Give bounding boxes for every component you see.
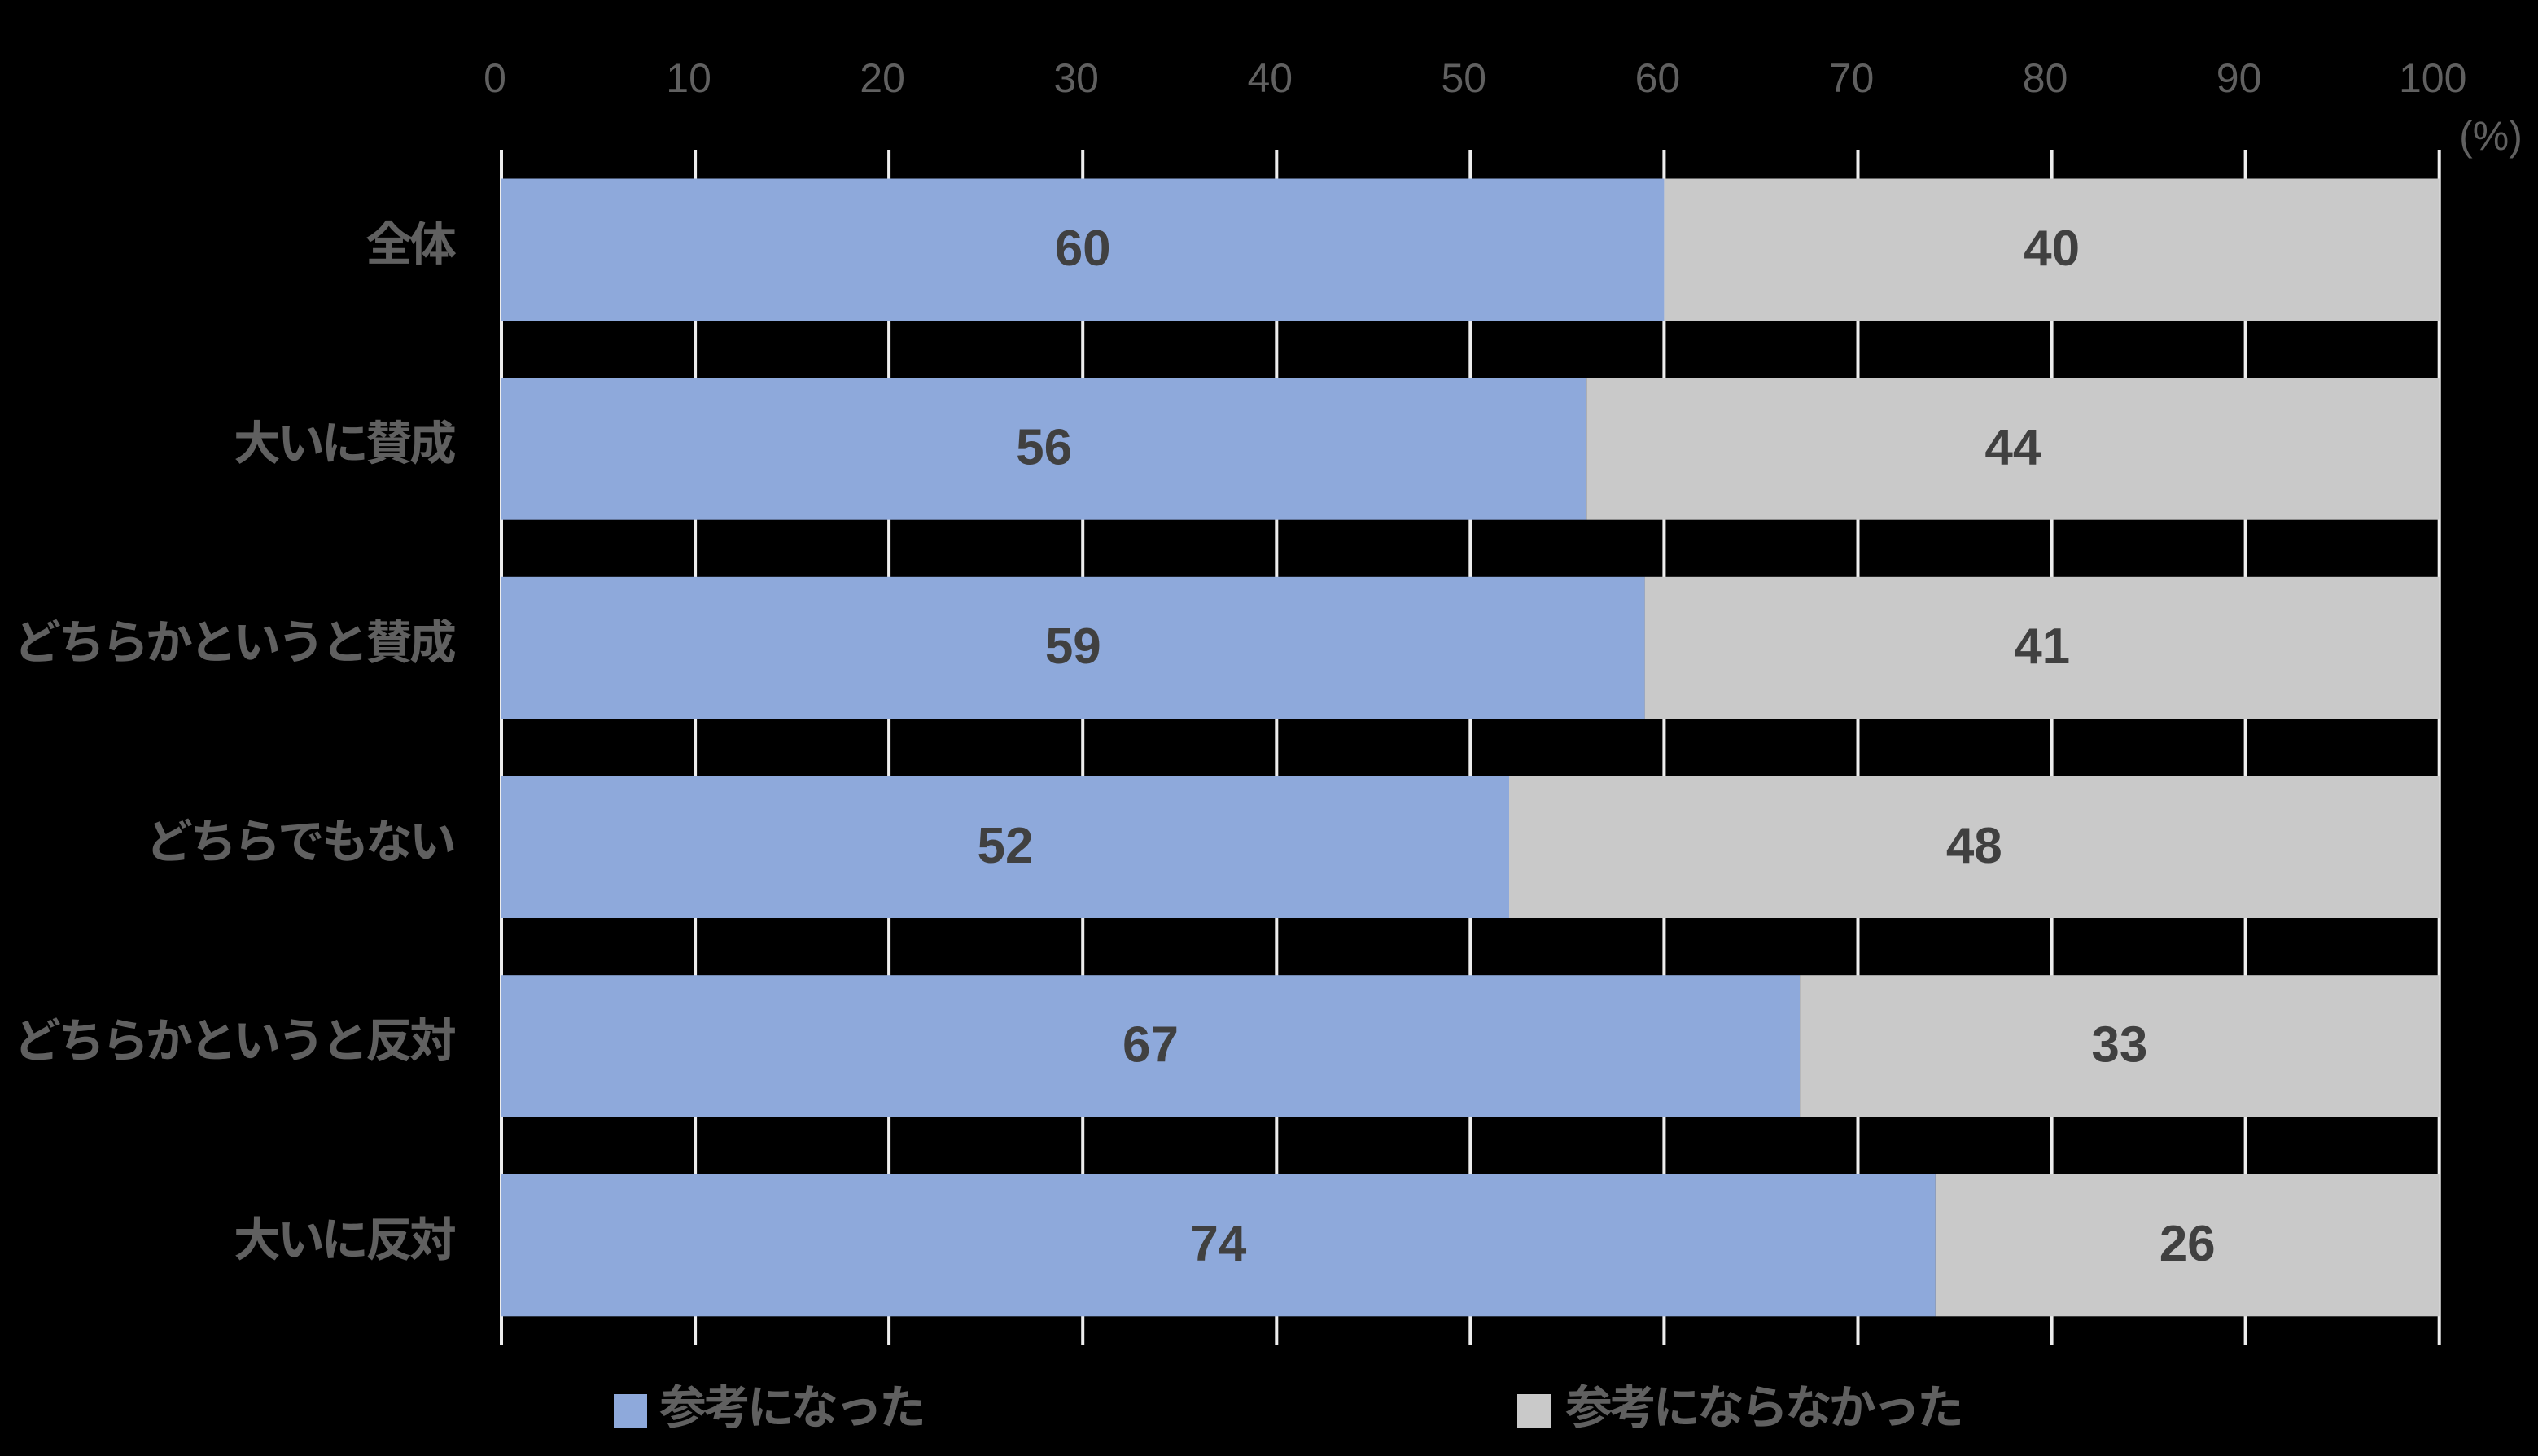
svg-text:26: 26 <box>2159 1216 2216 1272</box>
svg-text:41: 41 <box>2014 619 2070 675</box>
svg-text:74: 74 <box>1190 1216 1246 1272</box>
svg-text:33: 33 <box>2091 1017 2147 1073</box>
svg-text:40: 40 <box>2024 221 2080 277</box>
svg-text:10: 10 <box>666 55 711 101</box>
svg-text:60: 60 <box>1055 221 1111 277</box>
svg-text:56: 56 <box>1016 420 1072 476</box>
svg-text:(%): (%) <box>2459 113 2523 159</box>
svg-text:48: 48 <box>1946 818 2002 874</box>
svg-text:44: 44 <box>1984 420 2041 476</box>
svg-text:20: 20 <box>860 55 905 101</box>
svg-text:67: 67 <box>1122 1017 1179 1073</box>
svg-text:59: 59 <box>1045 619 1101 675</box>
svg-text:80: 80 <box>2023 55 2068 101</box>
svg-text:60: 60 <box>1635 55 1681 101</box>
svg-text:40: 40 <box>1247 55 1293 101</box>
svg-text:100: 100 <box>2399 55 2466 101</box>
svg-text:0: 0 <box>484 55 506 101</box>
svg-text:50: 50 <box>1441 55 1486 101</box>
svg-text:52: 52 <box>978 818 1034 874</box>
svg-text:90: 90 <box>2216 55 2262 101</box>
svg-text:70: 70 <box>1829 55 1875 101</box>
svg-text:30: 30 <box>1053 55 1099 101</box>
